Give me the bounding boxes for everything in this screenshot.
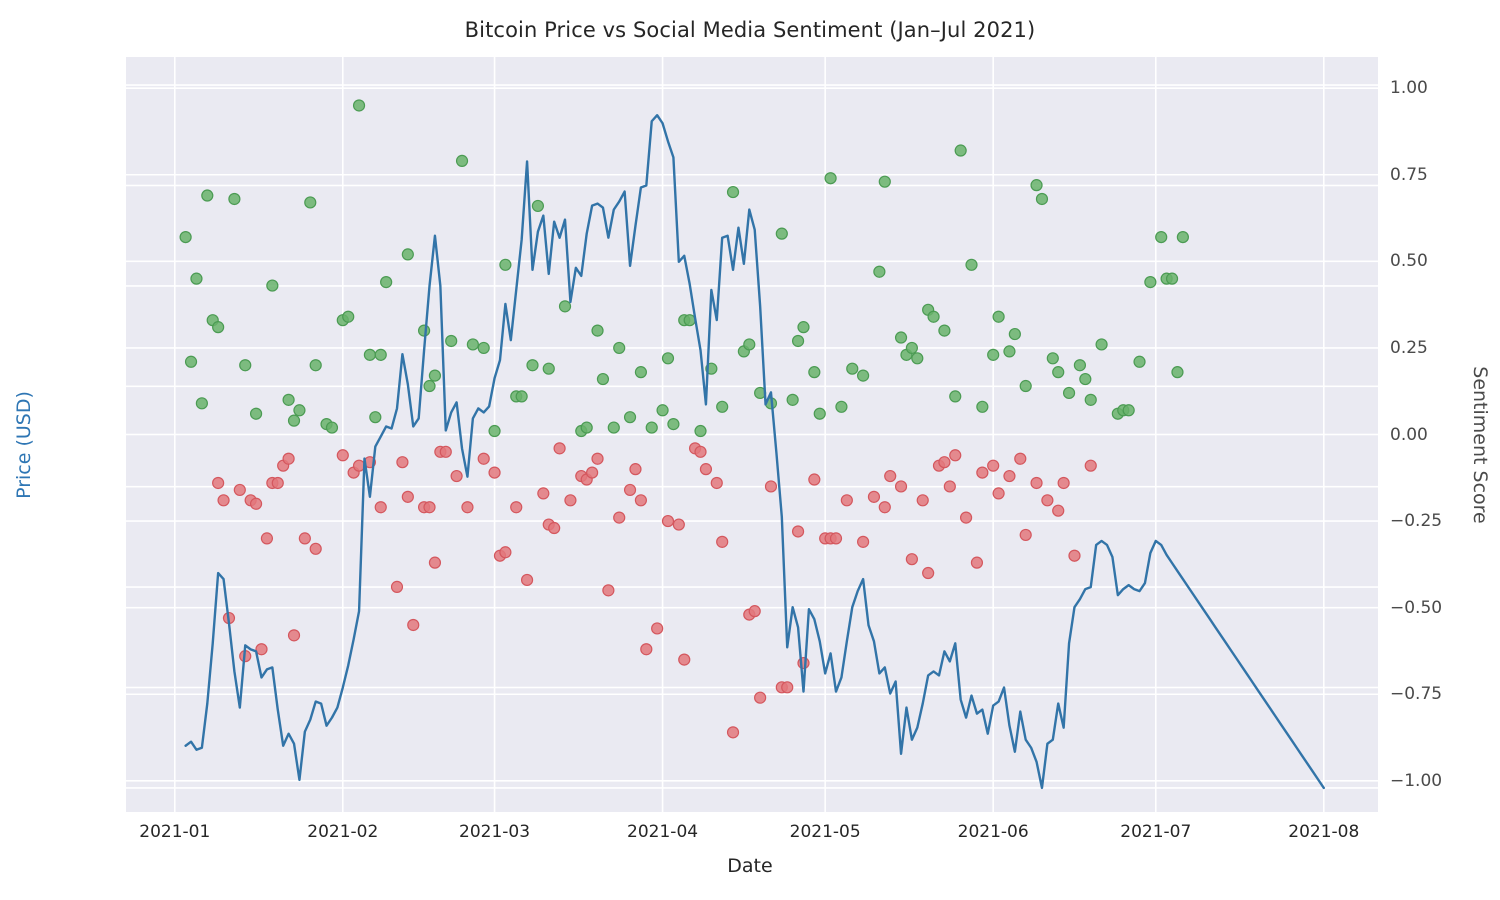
scatter-positive-sentiment (179, 99, 1189, 438)
x-axis-tick-label: 2021-07 (1120, 822, 1192, 842)
x-axis-tick-label: 2021-05 (789, 822, 861, 842)
y-axis-right-tick-label: 0.50 (1390, 251, 1428, 272)
grid-y2-lines (126, 87, 1378, 782)
x-axis-label: Date (727, 855, 773, 877)
y-axis-right-tick-label: −0.50 (1390, 597, 1443, 618)
x-axis-tick-label: 2021-08 (1288, 822, 1360, 842)
x-axis-tick-label: 2021-06 (957, 822, 1029, 842)
y-axis-right-tick-label: −0.25 (1390, 511, 1443, 532)
y-axis-right-tick-label: 0.00 (1390, 424, 1428, 445)
plot-area (126, 57, 1378, 812)
y-axis-right-tick-label: 0.25 (1390, 337, 1428, 358)
x-axis-tick-label: 2021-04 (627, 822, 699, 842)
y-axis-left-label: Price (USD) (13, 391, 35, 499)
x-axis-tick-label: 2021-03 (459, 822, 531, 842)
y-axis-right-tick-label: −1.00 (1390, 770, 1443, 791)
y-axis-right-tick-label: 1.00 (1390, 78, 1428, 99)
y-axis-right-tick-label: 0.75 (1390, 164, 1428, 185)
grid-y-lines (126, 84, 1378, 789)
x-axis-tick-label: 2021-01 (139, 822, 211, 842)
page-title: Bitcoin Price vs Social Media Sentiment … (464, 18, 1036, 42)
price-line-series (184, 114, 1325, 790)
x-axis-tick-label: 2021-02 (307, 822, 379, 842)
chart-canvas (126, 57, 1378, 812)
y-axis-right-tick-label: −0.75 (1390, 684, 1443, 705)
y-axis-right-label: Sentiment Score (1469, 366, 1491, 524)
